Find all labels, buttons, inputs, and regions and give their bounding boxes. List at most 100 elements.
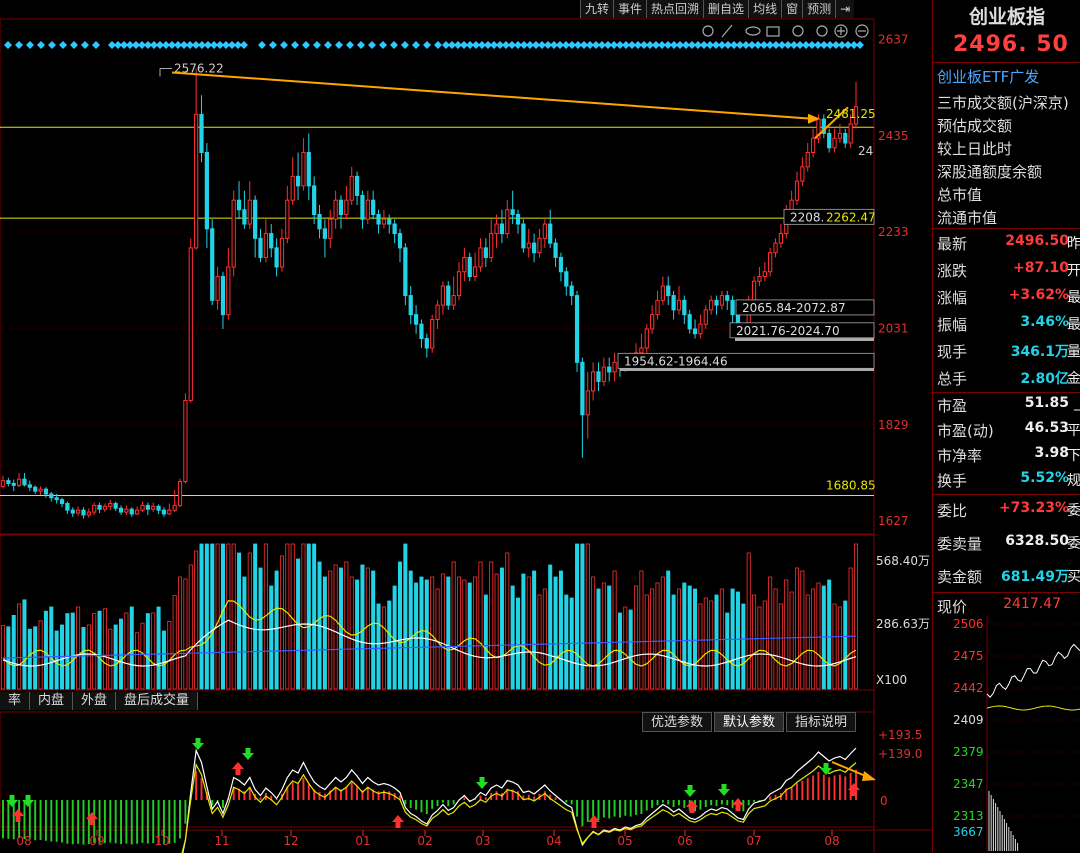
event-marker[interactable] [302, 41, 310, 49]
event-marker[interactable] [718, 41, 726, 49]
indicator-tab-1[interactable]: 默认参数 [714, 712, 785, 732]
event-marker[interactable] [346, 41, 354, 49]
event-marker[interactable] [682, 41, 690, 49]
event-marker[interactable] [478, 41, 486, 49]
event-marker[interactable] [442, 41, 450, 49]
indicator-tab-2[interactable]: 指标说明 [786, 712, 857, 732]
event-marker[interactable] [150, 41, 158, 49]
event-marker[interactable] [472, 41, 480, 49]
event-marker[interactable] [204, 41, 212, 49]
toolbar-button-1[interactable]: 事件 [613, 0, 647, 18]
event-marker[interactable] [574, 41, 582, 49]
event-marker[interactable] [760, 41, 768, 49]
event-marker[interactable] [802, 41, 810, 49]
event-marker[interactable] [180, 41, 188, 49]
toolbar-button-0[interactable]: 九转 [580, 0, 614, 18]
chart-tool-icons[interactable] [702, 24, 869, 38]
event-marker[interactable] [742, 41, 750, 49]
event-marker[interactable] [784, 41, 792, 49]
event-marker[interactable] [664, 41, 672, 49]
event-marker[interactable] [454, 41, 462, 49]
event-marker[interactable] [156, 41, 164, 49]
event-marker[interactable] [186, 41, 194, 49]
event-marker[interactable] [748, 41, 756, 49]
event-marker[interactable] [434, 41, 442, 49]
indicator-tab-0[interactable]: 优选参数 [642, 712, 713, 732]
toolbar-button-4[interactable]: 均线 [748, 0, 782, 18]
event-marker[interactable] [357, 41, 365, 49]
event-marker[interactable] [634, 41, 642, 49]
event-marker[interactable] [258, 41, 266, 49]
event-marker[interactable] [580, 41, 588, 49]
event-marker[interactable] [412, 41, 420, 49]
event-marker[interactable] [616, 41, 624, 49]
event-marker[interactable] [240, 41, 248, 49]
event-marker[interactable] [568, 41, 576, 49]
event-marker[interactable] [838, 41, 846, 49]
event-marker[interactable] [198, 41, 206, 49]
event-marker[interactable] [496, 41, 504, 49]
event-marker[interactable] [120, 41, 128, 49]
event-marker[interactable] [550, 41, 558, 49]
event-marker[interactable] [291, 41, 299, 49]
event-marker[interactable] [81, 41, 89, 49]
event-marker[interactable] [712, 41, 720, 49]
event-marker[interactable] [210, 41, 218, 49]
event-marker[interactable] [640, 41, 648, 49]
volume-tab-0[interactable]: 率 [0, 692, 31, 710]
event-marker[interactable] [820, 41, 828, 49]
event-marker[interactable] [126, 41, 134, 49]
event-marker[interactable] [138, 41, 146, 49]
event-marker[interactable] [132, 41, 140, 49]
event-marker[interactable] [766, 41, 774, 49]
event-marker[interactable] [4, 41, 12, 49]
event-marker[interactable] [484, 41, 492, 49]
event-marker[interactable] [730, 41, 738, 49]
event-marker[interactable] [670, 41, 678, 49]
event-marker[interactable] [754, 41, 762, 49]
event-marker[interactable] [562, 41, 570, 49]
event-marker[interactable] [736, 41, 744, 49]
event-marker[interactable] [538, 41, 546, 49]
event-marker[interactable] [192, 41, 200, 49]
event-marker[interactable] [526, 41, 534, 49]
event-marker[interactable] [423, 41, 431, 49]
volume-tab-1[interactable]: 内盘 [30, 692, 74, 710]
toolbar-button-2[interactable]: 热点回溯 [646, 0, 704, 18]
event-marker[interactable] [335, 41, 343, 49]
event-marker[interactable] [48, 41, 56, 49]
event-marker[interactable] [15, 41, 23, 49]
event-marker[interactable] [844, 41, 852, 49]
event-marker[interactable] [796, 41, 804, 49]
event-marker[interactable] [598, 41, 606, 49]
event-marker[interactable] [808, 41, 816, 49]
event-marker[interactable] [646, 41, 654, 49]
event-marker[interactable] [448, 41, 456, 49]
volume-tab-2[interactable]: 外盘 [73, 692, 117, 710]
event-marker[interactable] [850, 41, 858, 49]
event-marker[interactable] [228, 41, 236, 49]
event-marker[interactable] [814, 41, 822, 49]
event-marker[interactable] [604, 41, 612, 49]
etf-link[interactable]: 创业板ETF广发 [937, 68, 1040, 86]
event-marker[interactable] [269, 41, 277, 49]
event-marker[interactable] [700, 41, 708, 49]
event-marker[interactable] [26, 41, 34, 49]
event-marker[interactable] [778, 41, 786, 49]
event-marker[interactable] [724, 41, 732, 49]
event-marker[interactable] [520, 41, 528, 49]
event-marker[interactable] [658, 41, 666, 49]
event-marker[interactable] [108, 41, 116, 49]
toolbar-button-3[interactable]: 删自选 [703, 0, 749, 18]
event-marker[interactable] [826, 41, 834, 49]
event-marker[interactable] [676, 41, 684, 49]
event-marker[interactable] [610, 41, 618, 49]
toolbar-button-5[interactable]: 窗 [781, 0, 803, 18]
event-marker[interactable] [832, 41, 840, 49]
event-marker[interactable] [544, 41, 552, 49]
volume-tab-3[interactable]: 盘后成交量 [116, 692, 199, 710]
event-marker[interactable] [401, 41, 409, 49]
event-marker[interactable] [772, 41, 780, 49]
event-marker[interactable] [790, 41, 798, 49]
event-marker[interactable] [856, 41, 864, 49]
